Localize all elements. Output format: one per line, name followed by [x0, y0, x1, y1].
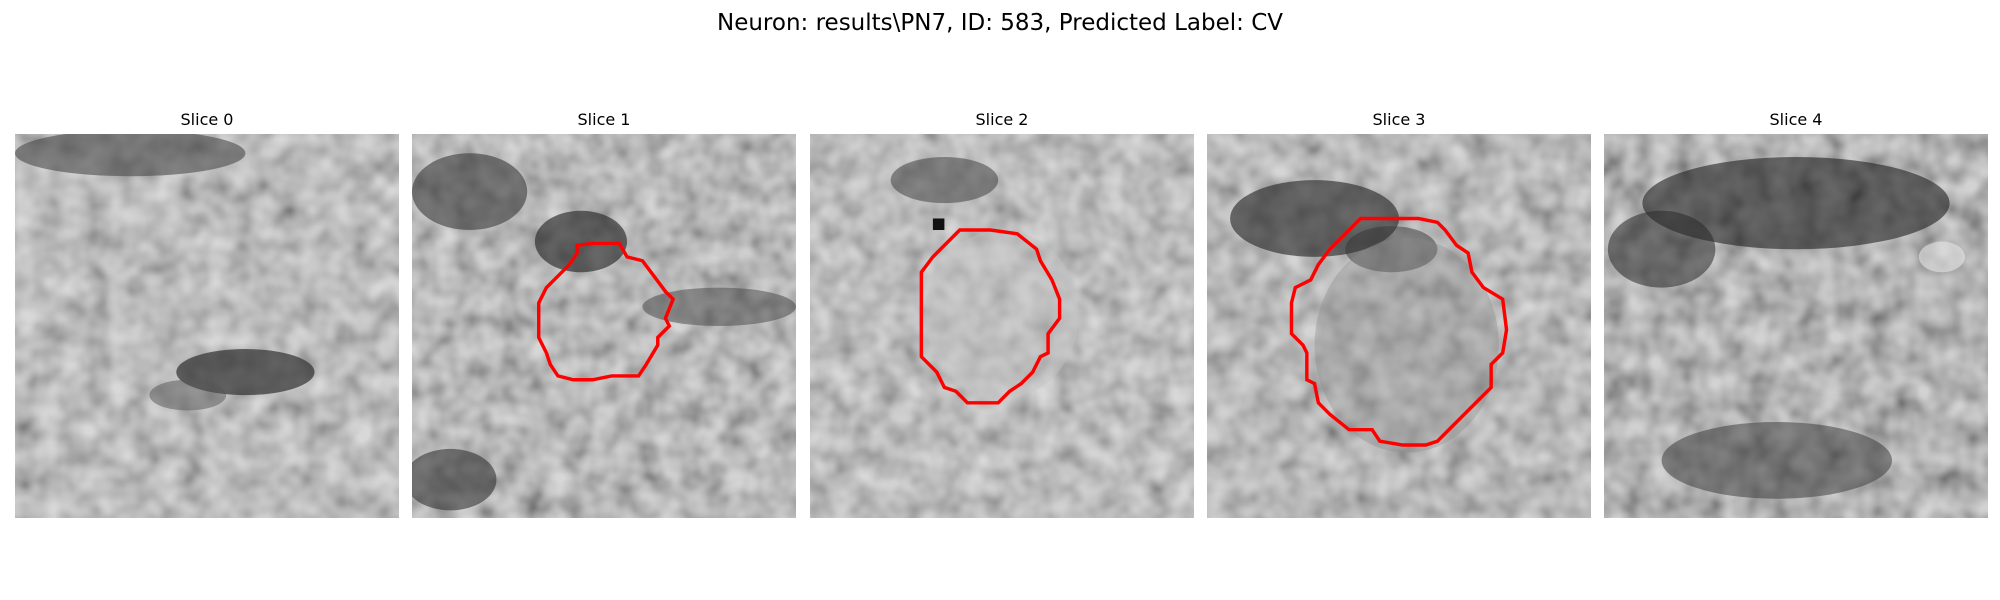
slice-title: Slice 0: [180, 110, 234, 129]
contour-outline: [919, 228, 1062, 405]
slice-image: [412, 134, 796, 518]
slice-image: [15, 134, 399, 518]
slice-panel-1: Slice 1: [412, 110, 796, 518]
slice-image: [1207, 134, 1591, 518]
slice-panel-2: Slice 2: [810, 110, 1194, 518]
slice-title: Slice 4: [1769, 110, 1823, 129]
slice-image: [1604, 134, 1988, 518]
slice-title: Slice 2: [975, 110, 1029, 129]
slice-panel-4: Slice 4: [1604, 110, 1988, 518]
contour-outline: [536, 241, 676, 382]
contour-outline: [1289, 216, 1509, 447]
figure-title: Neuron: results\PN7, ID: 583, Predicted …: [717, 10, 1283, 36]
slice-image: [810, 134, 1194, 518]
slice-panel-3: Slice 3: [1207, 110, 1591, 518]
slice-title: Slice 3: [1372, 110, 1426, 129]
slice-title: Slice 1: [577, 110, 631, 129]
slice-panel-0: Slice 0: [15, 110, 399, 518]
